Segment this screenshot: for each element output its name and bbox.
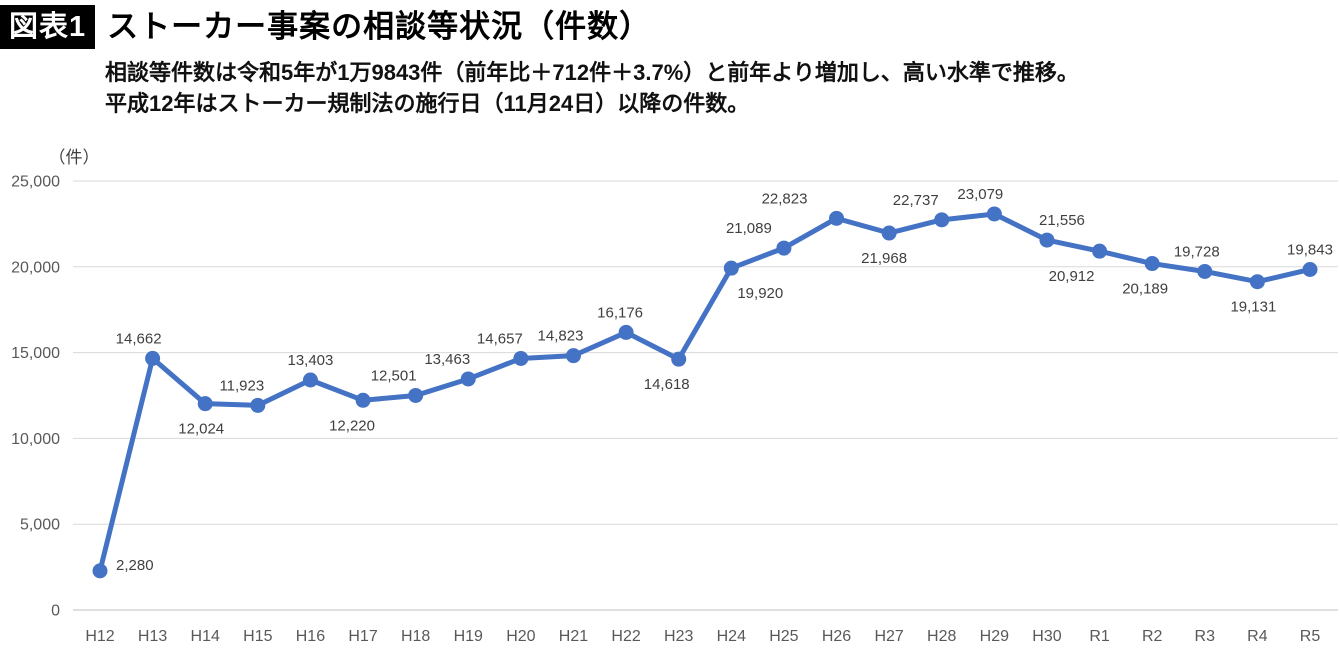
x-tick-label: R4 <box>1247 628 1268 645</box>
data-point <box>250 397 266 413</box>
data-label: 20,189 <box>1122 281 1168 298</box>
data-label: 12,501 <box>371 367 417 384</box>
data-point <box>829 210 845 226</box>
data-point <box>460 371 476 387</box>
data-label: 16,176 <box>597 304 643 321</box>
data-label: 21,556 <box>1039 212 1085 229</box>
x-tick-label: H18 <box>401 628 430 645</box>
data-label: 22,737 <box>893 192 939 209</box>
data-label: 20,912 <box>1049 268 1095 285</box>
figure-subtitle: 相談等件数は令和5年が1万9843件（前年比＋712件＋3.7%）と前年より増加… <box>105 57 1079 119</box>
x-tick-label: R3 <box>1195 628 1216 645</box>
data-label: 14,657 <box>477 330 523 347</box>
subtitle-line-1: 相談等件数は令和5年が1万9843件（前年比＋712件＋3.7%）と前年より増加… <box>105 60 1079 85</box>
data-point <box>618 324 634 340</box>
data-point <box>513 350 529 366</box>
y-tick-label: 20,000 <box>11 259 60 276</box>
data-point <box>565 348 581 364</box>
x-tick-label: H12 <box>85 628 114 645</box>
y-tick-label: 5,000 <box>20 517 60 534</box>
page-title: ストーカー事案の相談等状況（件数） <box>107 9 652 44</box>
x-tick-label: H27 <box>874 628 903 645</box>
x-tick-label: R5 <box>1300 628 1321 645</box>
y-tick-label: 25,000 <box>11 174 60 191</box>
data-label: 21,089 <box>726 220 772 237</box>
series-line <box>97 211 1313 574</box>
x-tick-label: H29 <box>980 628 1009 645</box>
data-point <box>1249 274 1265 290</box>
data-label: 21,968 <box>861 250 907 267</box>
figure-number-badge: 図表1 <box>0 5 96 49</box>
x-tick-label: R2 <box>1142 628 1163 645</box>
x-tick-label: H20 <box>506 628 535 645</box>
x-tick-label: H16 <box>296 628 325 645</box>
x-tick-label: H14 <box>191 628 220 645</box>
figure-header: 図表1 ストーカー事案の相談等状況（件数） <box>0 5 651 49</box>
data-label: 13,463 <box>424 351 470 368</box>
x-tick-label: H22 <box>611 628 640 645</box>
data-point <box>671 351 687 367</box>
data-point <box>723 260 739 276</box>
x-tick-label: H28 <box>927 628 956 645</box>
data-label: 19,843 <box>1287 241 1333 258</box>
data-point <box>881 225 897 241</box>
x-tick-label: H13 <box>138 628 167 645</box>
data-label: 19,920 <box>737 285 783 302</box>
x-tick-label: H19 <box>454 628 483 645</box>
x-tick-label: H21 <box>559 628 588 645</box>
data-label: 14,662 <box>116 330 162 347</box>
subtitle-line-2: 平成12年はストーカー規制法の施行日（11月24日）以降の件数。 <box>105 91 750 116</box>
data-point <box>1197 263 1213 279</box>
data-point <box>1302 261 1318 277</box>
data-label: 12,220 <box>329 417 375 434</box>
data-point <box>1092 243 1108 259</box>
y-axis-unit-label: （件） <box>49 148 100 167</box>
y-tick-label: 0 <box>51 603 60 620</box>
x-tick-label: H24 <box>717 628 746 645</box>
x-tick-label: H23 <box>664 628 693 645</box>
data-label: 22,823 <box>762 190 808 207</box>
data-point <box>197 396 213 412</box>
data-label: 14,823 <box>538 328 584 345</box>
data-label: 19,728 <box>1174 243 1220 260</box>
data-label: 2,280 <box>116 557 154 574</box>
data-point <box>776 240 792 256</box>
x-tick-label: R1 <box>1089 628 1110 645</box>
data-label: 13,403 <box>287 352 333 369</box>
data-label: 23,079 <box>957 186 1003 203</box>
data-point <box>92 563 108 579</box>
data-label: 19,131 <box>1230 299 1276 316</box>
data-point <box>355 392 371 408</box>
data-label: 14,618 <box>644 376 690 393</box>
y-tick-label: 15,000 <box>11 345 60 362</box>
data-point <box>986 206 1002 222</box>
data-point <box>1144 256 1160 272</box>
data-point <box>934 212 950 228</box>
line-chart: 0 5,000 10,000 15,000 20,000 25,000 （件） H12 H13 H… <box>11 148 1338 645</box>
x-tick-label: H26 <box>822 628 851 645</box>
data-point <box>408 387 424 403</box>
data-point <box>145 350 161 366</box>
x-tick-label: H17 <box>348 628 377 645</box>
data-point <box>1039 232 1055 248</box>
data-label: 11,923 <box>219 377 264 394</box>
y-tick-label: 10,000 <box>11 431 60 448</box>
x-tick-label: H30 <box>1032 628 1061 645</box>
data-point <box>302 372 318 388</box>
x-tick-label: H25 <box>769 628 798 645</box>
data-label: 12,024 <box>178 421 224 438</box>
x-tick-label: H15 <box>243 628 272 645</box>
